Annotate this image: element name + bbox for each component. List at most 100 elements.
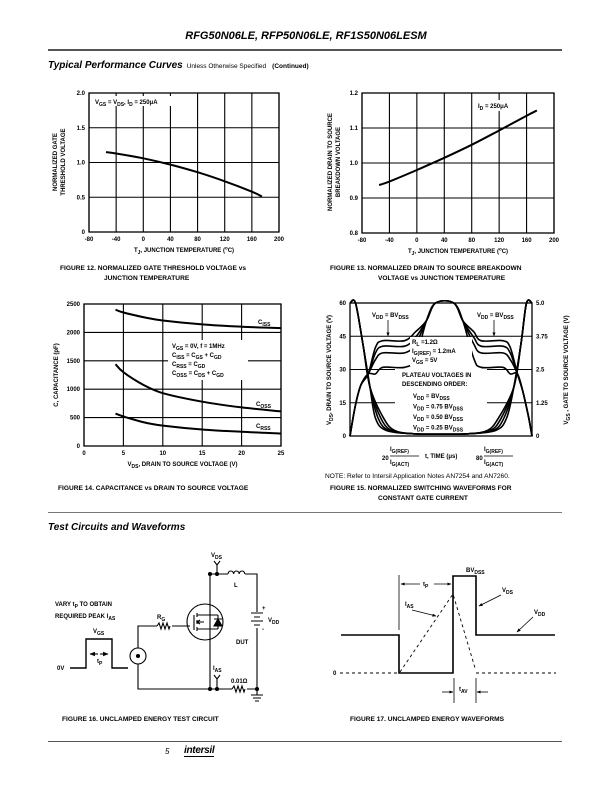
annotation-background bbox=[168, 340, 248, 380]
x-mark-coefficient: 80 bbox=[476, 456, 483, 462]
ground-icon bbox=[251, 689, 263, 702]
annotation-background bbox=[93, 96, 183, 106]
figure-17-caption: FIGURE 17. UNCLAMPED ENERGY WAVEFORMS bbox=[350, 716, 504, 723]
document-title: RFG50N06LE, RFP50N06LE, RF1S50N06LESM bbox=[185, 30, 427, 42]
test-condition: VGS = 5V bbox=[412, 358, 437, 366]
x-tick-label: 40 bbox=[441, 238, 448, 244]
vds-label: VDS bbox=[502, 588, 514, 596]
y-axis-title: NORMALIZED DRAIN TO SOURCE bbox=[328, 113, 334, 211]
figure-13-chart: -80 -40 0 40 80 120 160 200 0.8 0.9 1.0 1.1 1.2 TJ, J… bbox=[328, 91, 560, 257]
x-tick-label: 120 bbox=[494, 238, 505, 244]
y-tick-label: 0.8 bbox=[350, 231, 359, 237]
sense-resistor-icon bbox=[231, 684, 246, 694]
figure-15-chart: 0 0 15 1.25 30 2.5 45 3.75 60 5.0 VDD = BVDSS VDD =… bbox=[327, 299, 572, 468]
vdd-bvdss-label-left: VDD = BVDSS bbox=[372, 313, 409, 321]
battery-plus: + bbox=[262, 606, 266, 612]
y2-tick-label: 1.25 bbox=[536, 401, 548, 407]
y-axis-title: THRESHOLD VOLTAGE bbox=[61, 128, 67, 195]
section-title: Typical Performance Curves bbox=[48, 60, 183, 71]
y-tick-label: 15 bbox=[339, 401, 346, 407]
x-tick-label: -80 bbox=[358, 238, 367, 244]
x-tick-label: 10 bbox=[159, 451, 166, 457]
plateau-list-item: VDD = 0.50 BVDSS bbox=[413, 415, 464, 423]
vdd-bvdss-label-right: VDD = BVDSS bbox=[477, 313, 514, 321]
battery-minus: - bbox=[262, 627, 264, 633]
plot-frame bbox=[88, 92, 280, 233]
x-tick-label: -80 bbox=[85, 237, 94, 243]
y-tick-label: 0 bbox=[343, 434, 347, 440]
y2-axis-title: VGS , GATE TO SOURCE VOLTAGE (V) bbox=[564, 315, 572, 424]
vgs-pulse bbox=[70, 638, 128, 669]
figure-13-caption: FIGURE 13. NORMALIZED DRAIN TO SOURCE BR… bbox=[330, 264, 521, 284]
plateau-list-item: VDD = 0.75 BVDSS bbox=[413, 405, 464, 413]
vds-waveform bbox=[341, 575, 555, 674]
node-dot bbox=[214, 686, 220, 692]
source-dot bbox=[135, 653, 141, 659]
caption-line: FIGURE 13. NORMALIZED DRAIN TO SOURCE BR… bbox=[330, 265, 522, 272]
x-axis-title: t, TIME (μs) bbox=[425, 454, 457, 460]
plateau-title: PLATEAU VOLTAGES IN bbox=[402, 373, 471, 379]
x-tick-label: 20 bbox=[238, 451, 245, 457]
x-tick-label: 40 bbox=[167, 237, 174, 243]
series-line-2 bbox=[115, 412, 282, 435]
continued-label: (Continued) bbox=[272, 63, 309, 70]
annotation-background bbox=[395, 363, 487, 431]
x-mark-denominator: IG(ACT) bbox=[484, 460, 504, 468]
y-axis-title: C, CAPACITANCE (pF) bbox=[54, 343, 60, 406]
battery-icon bbox=[251, 612, 263, 626]
circuit-wires bbox=[137, 573, 258, 690]
x-mark-denominator: IG(ACT) bbox=[390, 460, 410, 468]
x-tick-label: 160 bbox=[247, 237, 258, 243]
tp-label: tP bbox=[423, 582, 429, 590]
plot-frame bbox=[83, 303, 282, 447]
y-tick-label: 1000 bbox=[67, 387, 81, 393]
y-tick-label: 1.2 bbox=[350, 91, 359, 97]
ias-probe-label: IAS bbox=[213, 666, 222, 674]
ias-probe-icon bbox=[213, 674, 221, 689]
x-tick-label: 120 bbox=[220, 237, 231, 243]
x-tick-label: -40 bbox=[385, 238, 394, 244]
y-tick-label: 30 bbox=[339, 368, 346, 374]
figure-17-waveforms: 0 tP BVDSS IAS VDS VDD tAV bbox=[333, 568, 556, 703]
x-tick-label: 160 bbox=[522, 238, 533, 244]
page-number: 5 bbox=[165, 747, 170, 756]
bvdss-label: BVDSS bbox=[466, 568, 485, 576]
figure-12-chart: -80 -40 0 40 80 120 160 200 0 0.5 1.0 1.5 2.0 TJ, JUN… bbox=[53, 91, 285, 256]
y-tick-label: 1.0 bbox=[77, 161, 86, 167]
rg-label: RG bbox=[157, 615, 165, 623]
y-tick-label: 500 bbox=[70, 416, 81, 422]
figure-14-chart: 0 5 10 15 20 25 0 500 1000 1500 2000 2500 VDS, DRAIN… bbox=[54, 302, 285, 470]
section-heading-performance-curves: Typical Performance Curves Unless Otherwi… bbox=[48, 60, 309, 71]
caption-line: FIGURE 15. NORMALIZED SWITCHING WAVEFORM… bbox=[330, 485, 512, 492]
vary-tp-label: VARY tP TO OBTAIN bbox=[55, 602, 112, 610]
y2-tick-label: 3.75 bbox=[536, 334, 548, 340]
chart-annotation-line: CRSS = CGD bbox=[172, 362, 206, 370]
figure-16-circuit: VARY tP TO OBTAIN REQUIRED PEAK IAS VGS … bbox=[55, 553, 280, 702]
series-line-0 bbox=[115, 308, 282, 330]
battery-mask bbox=[252, 612, 262, 628]
zero-volt-label: 0V bbox=[57, 666, 64, 672]
y-tick-label: 2000 bbox=[67, 330, 81, 336]
x-tick-label: 15 bbox=[199, 451, 206, 457]
conditions-background bbox=[410, 337, 472, 366]
figure-14-caption: FIGURE 14. CAPACITANCE vs DRAIN TO SOURC… bbox=[58, 484, 248, 494]
annotation-background bbox=[476, 100, 516, 111]
test-condition: RL =1.2Ω bbox=[412, 340, 438, 348]
plateau-title: DESCENDING ORDER: bbox=[402, 382, 467, 388]
chart-annotation: VGS = VDS, ID = 250μA bbox=[95, 100, 158, 108]
y-tick-label: 60 bbox=[339, 301, 346, 307]
figure-16-caption: FIGURE 16. UNCLAMPED ENERGY TEST CIRCUIT bbox=[62, 716, 219, 723]
figure-15-note: NOTE: Refer to Intersil Application Note… bbox=[325, 473, 510, 480]
zero-label: 0 bbox=[333, 671, 337, 677]
x-mark-numerator: IG(REF) bbox=[390, 447, 409, 455]
node-dot bbox=[214, 571, 220, 577]
figure-15-caption: FIGURE 15. NORMALIZED SWITCHING WAVEFORM… bbox=[330, 484, 512, 504]
y-axis-title: VDS, DRAIN TO SOURCE VOLTAGE (V) bbox=[327, 315, 335, 425]
chart-annotation-line: VGS = 0V, f = 1MHz bbox=[172, 344, 225, 352]
x-tick-label: 200 bbox=[549, 238, 560, 244]
plot-frame bbox=[349, 302, 533, 437]
vdd-label: VDD bbox=[534, 610, 546, 618]
caption-line: FIGURE 14. CAPACITANCE vs DRAIN TO SOURC… bbox=[58, 485, 249, 492]
x-tick-label: 5 bbox=[122, 451, 126, 457]
inductor-label: L bbox=[234, 583, 238, 589]
